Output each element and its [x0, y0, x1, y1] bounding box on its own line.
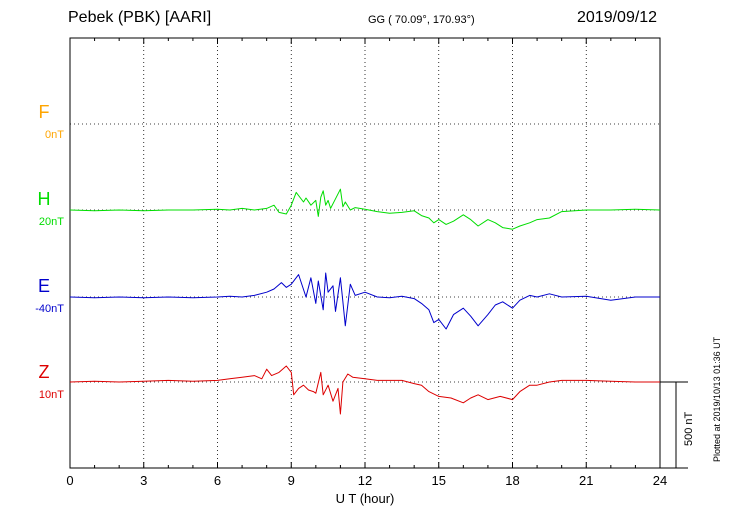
series-line-h	[69, 188, 661, 230]
scale-bar-label: 500 nT	[683, 411, 695, 446]
date-label: 2019/09/12	[577, 9, 658, 26]
baseline-label-e: -40nT	[35, 303, 64, 315]
x-tick-label: 15	[432, 473, 446, 488]
x-tick-label: 24	[653, 473, 667, 488]
x-tick-label: 3	[140, 473, 147, 488]
series-name-f: F	[39, 102, 50, 122]
baseline-label-z: 10nT	[39, 389, 64, 401]
x-tick-label: 0	[66, 473, 73, 488]
x-tick-label: 21	[579, 473, 593, 488]
x-tick-label: 18	[505, 473, 519, 488]
series-name-e: E	[38, 276, 50, 296]
series-line-z	[69, 365, 660, 415]
coordinates-label: GG ( 70.09°, 170.93°)	[368, 14, 475, 26]
series-line-e	[69, 272, 660, 330]
baseline-label-f: 0nT	[45, 129, 64, 141]
station-title: Pebek (PBK) [AARI]	[68, 9, 212, 26]
series-name-z: Z	[39, 362, 50, 382]
baseline-label-h: 20nT	[39, 216, 64, 228]
x-tick-label: 9	[288, 473, 295, 488]
x-tick-label: 12	[358, 473, 372, 488]
series-name-h: H	[38, 189, 51, 209]
x-axis-label: U T (hour)	[336, 491, 395, 506]
x-tick-label: 6	[214, 473, 221, 488]
plotted-timestamp: Plotted at 2019/10/13 01:36 UT	[712, 336, 722, 462]
